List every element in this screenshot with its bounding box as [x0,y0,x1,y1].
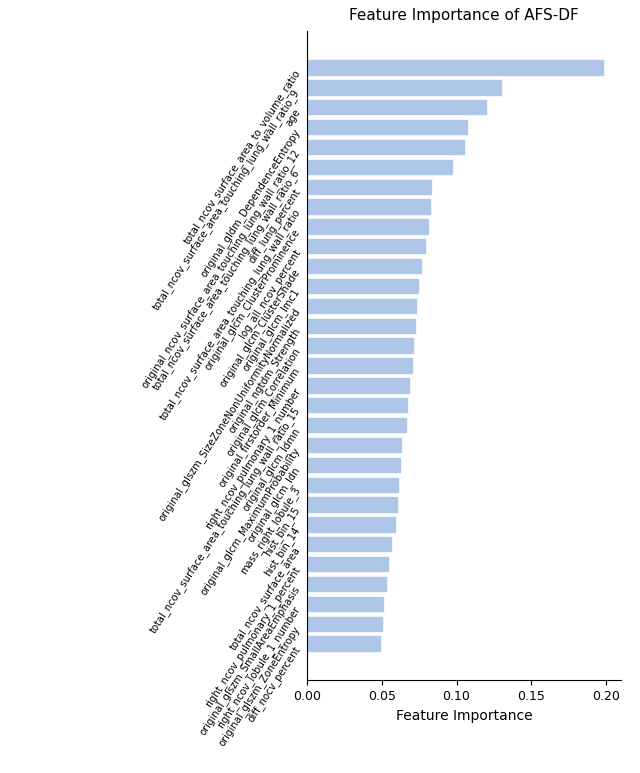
Bar [307,458,400,472]
Bar [307,636,380,651]
Bar [307,279,418,293]
Bar [307,60,603,75]
Bar [307,318,415,333]
Bar [307,378,409,393]
Bar [307,517,396,532]
Bar [307,160,452,174]
Bar [307,597,383,611]
Bar [307,220,428,233]
Bar [307,438,401,452]
Bar [307,577,387,591]
Bar [307,617,382,631]
Bar [307,239,425,254]
Bar [307,80,501,94]
X-axis label: Feature Importance: Feature Importance [396,709,532,723]
Bar [307,537,391,551]
Bar [307,120,467,135]
Bar [307,100,486,114]
Bar [307,418,406,432]
Bar [307,140,464,154]
Bar [307,259,420,274]
Bar [307,398,407,412]
Title: Feature Importance of AFS-DF: Feature Importance of AFS-DF [349,8,579,23]
Bar [307,299,416,313]
Bar [307,359,412,373]
Bar [307,557,388,571]
Bar [307,497,397,512]
Bar [307,199,429,214]
Bar [307,339,413,352]
Bar [307,478,398,492]
Bar [307,179,431,194]
